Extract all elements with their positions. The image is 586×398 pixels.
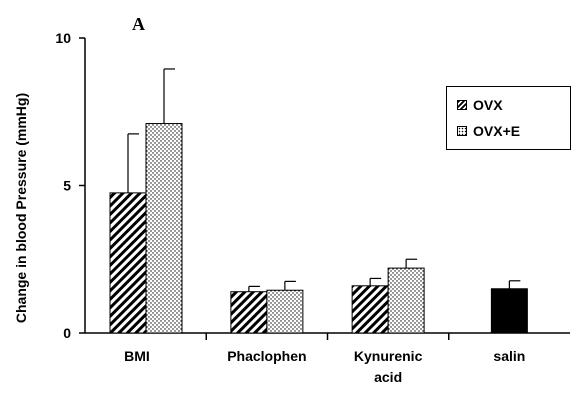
bar-ovx — [230, 291, 268, 334]
legend-label: OVX — [473, 97, 503, 113]
legend-swatch-dots — [457, 126, 467, 136]
bar-ovx-e — [266, 289, 304, 334]
y-tick-label: 0 — [63, 325, 71, 341]
x-tick-label: BMI — [124, 348, 150, 364]
bar-ovx-e — [145, 123, 183, 334]
x-tick-label: Phaclophen — [227, 348, 306, 364]
x-tick-label: acid — [374, 369, 402, 385]
legend: OVX OVX+E — [446, 86, 571, 150]
panel-letter: A — [132, 14, 145, 34]
legend-item-ovx: OVX — [457, 97, 503, 113]
bar-ovx — [109, 192, 147, 334]
legend-item-ovx-e: OVX+E — [457, 123, 520, 139]
x-tick-label: Kynurenic — [354, 348, 423, 364]
bars — [109, 68, 528, 334]
tick-labels: 0 5 10 BMI Phaclophen Kynurenic acid salin — [55, 30, 525, 385]
bar-ovx-e — [387, 267, 425, 334]
y-tick-label: 5 — [63, 178, 71, 194]
bar-salin — [490, 288, 528, 334]
legend-swatch-hatch — [457, 100, 467, 110]
y-axis-label: Change in blood Pressure (mmHg) — [13, 92, 29, 324]
y-tick-label: 10 — [55, 30, 71, 46]
x-tick-label: salin — [493, 348, 525, 364]
bar-ovx — [351, 285, 389, 334]
legend-label: OVX+E — [473, 123, 521, 139]
